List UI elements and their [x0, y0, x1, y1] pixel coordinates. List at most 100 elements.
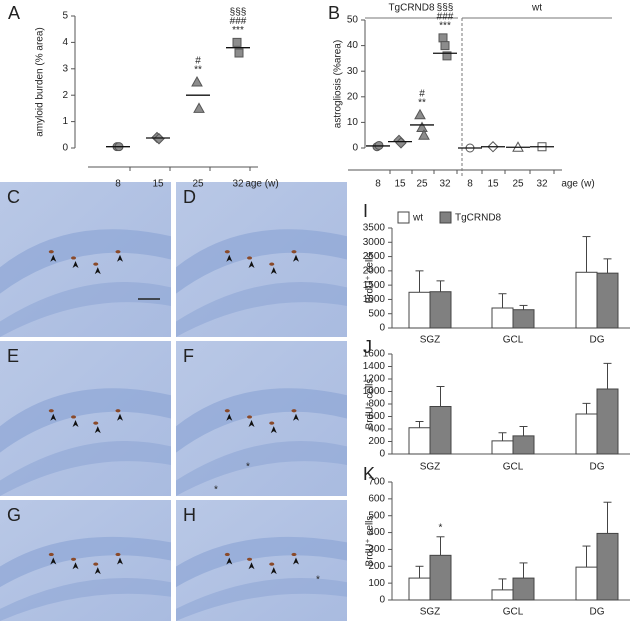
arrowhead	[226, 413, 233, 421]
y-axis-label: BrdU⁺ cells	[365, 379, 376, 430]
y-tick-label: 0	[62, 143, 68, 154]
y-axis-label: amyloid burden (% area)	[35, 27, 46, 137]
panel-label: B	[328, 3, 340, 23]
y-tick-label: 2000	[363, 265, 386, 276]
x-tick-label: 25	[192, 179, 204, 190]
bar	[596, 272, 619, 329]
bar	[596, 388, 619, 455]
significance: #	[195, 56, 201, 67]
bar	[596, 532, 619, 601]
y-tick-label: 10	[347, 117, 359, 128]
bar	[512, 435, 535, 455]
labeled-cell	[291, 552, 297, 557]
legend-label: TgCRND8	[455, 213, 502, 224]
point	[193, 102, 205, 113]
arrowhead	[270, 267, 277, 275]
x-tick-label: SGZ	[420, 335, 441, 346]
x-tick-label: 8	[115, 179, 121, 190]
point	[438, 33, 448, 43]
x-tick-label: 32	[232, 179, 244, 190]
granule-layer	[0, 388, 171, 453]
panel-label: H	[183, 505, 196, 525]
y-tick-label: 700	[368, 477, 385, 488]
scatter-chart: 0 1 2 3 4 5 amyloid burden (% area) A 8 15 25 #** 32…	[8, 3, 279, 190]
arrowhead	[116, 413, 123, 421]
panel-label: K	[363, 464, 375, 484]
arrowhead	[270, 426, 277, 434]
labeled-cell	[115, 409, 121, 413]
granule-layer	[176, 281, 347, 337]
legend-label: wt	[412, 213, 423, 224]
y-tick-label: 1	[62, 116, 68, 127]
bar-chart: 0 500 1000 1500 2000 2500 3000 3500 BrdU⁺ cells I…	[363, 201, 630, 346]
bar	[491, 307, 514, 329]
y-tick-label: 1200	[363, 374, 386, 385]
y-axis-label: BrdU⁺ cells	[365, 516, 376, 567]
bar	[512, 309, 535, 329]
x-tick-label: DG	[590, 335, 605, 346]
x-tick-label: GCL	[503, 607, 524, 618]
legend-swatch	[397, 211, 410, 224]
arrowhead	[292, 557, 299, 565]
y-tick-label: 3000	[363, 237, 386, 248]
y-tick-label: 1400	[363, 361, 386, 372]
y-tick-label: 0	[379, 595, 385, 606]
arrowhead	[226, 254, 233, 262]
labeled-cell	[93, 262, 99, 266]
y-tick-label: 600	[368, 411, 385, 422]
labeled-cell	[247, 256, 253, 260]
granule-layer	[0, 281, 171, 337]
significance: *	[439, 522, 443, 533]
granule-layer	[176, 440, 347, 496]
panel-label: A	[8, 3, 20, 23]
bar-chart: 0 100 200 300 400 500 600 700 BrdU⁺ cells K SGZ GCL…	[363, 464, 630, 618]
panel-label: G	[7, 505, 21, 525]
labeled-cell	[269, 262, 275, 266]
y-tick-label: 50	[347, 15, 359, 26]
image-panel: C	[0, 182, 171, 337]
x-tick-label: 32	[439, 179, 451, 190]
y-tick-label: 0	[352, 143, 358, 154]
asterisk: *	[316, 575, 320, 586]
image-panel: E	[0, 341, 171, 496]
y-tick-label: 600	[368, 493, 385, 504]
granule-layer	[0, 440, 171, 496]
y-tick-label: 500	[368, 308, 385, 319]
labeled-cell	[48, 250, 54, 254]
x-tick-label: 25	[416, 179, 428, 190]
panel-label: I	[363, 201, 368, 221]
panel-label: F	[183, 346, 194, 366]
y-tick-label: 1500	[363, 280, 386, 291]
arrowhead	[248, 260, 255, 268]
bar	[408, 291, 431, 329]
granule-layer	[0, 578, 171, 621]
labeled-cell	[93, 562, 99, 566]
bar	[429, 554, 452, 601]
significance: ***	[439, 21, 451, 32]
x-tick-label: SGZ	[420, 607, 441, 618]
y-tick-label: 40	[347, 40, 359, 51]
y-tick-label: 200	[368, 561, 385, 572]
bar	[429, 406, 452, 455]
arrowhead	[50, 413, 57, 421]
x-axis-label: age (w)	[245, 179, 278, 190]
bar	[575, 271, 598, 329]
image-panel: G	[0, 500, 171, 621]
point	[416, 121, 428, 133]
labeled-cell	[291, 409, 297, 413]
panel-label: E	[7, 346, 19, 366]
significance: ###	[230, 16, 247, 27]
bar	[491, 589, 514, 601]
granule-layer	[176, 536, 347, 588]
y-tick-label: 5	[62, 11, 68, 22]
y-tick-label: 800	[368, 399, 385, 410]
arrowhead	[72, 260, 79, 268]
arrowhead	[226, 557, 233, 565]
arrowhead	[248, 419, 255, 427]
arrowhead	[94, 426, 101, 434]
labeled-cell	[269, 562, 275, 566]
labeled-cell	[48, 409, 54, 413]
labeled-cell	[48, 552, 54, 557]
granule-layer	[176, 578, 347, 621]
x-tick-label: 8	[467, 179, 473, 190]
